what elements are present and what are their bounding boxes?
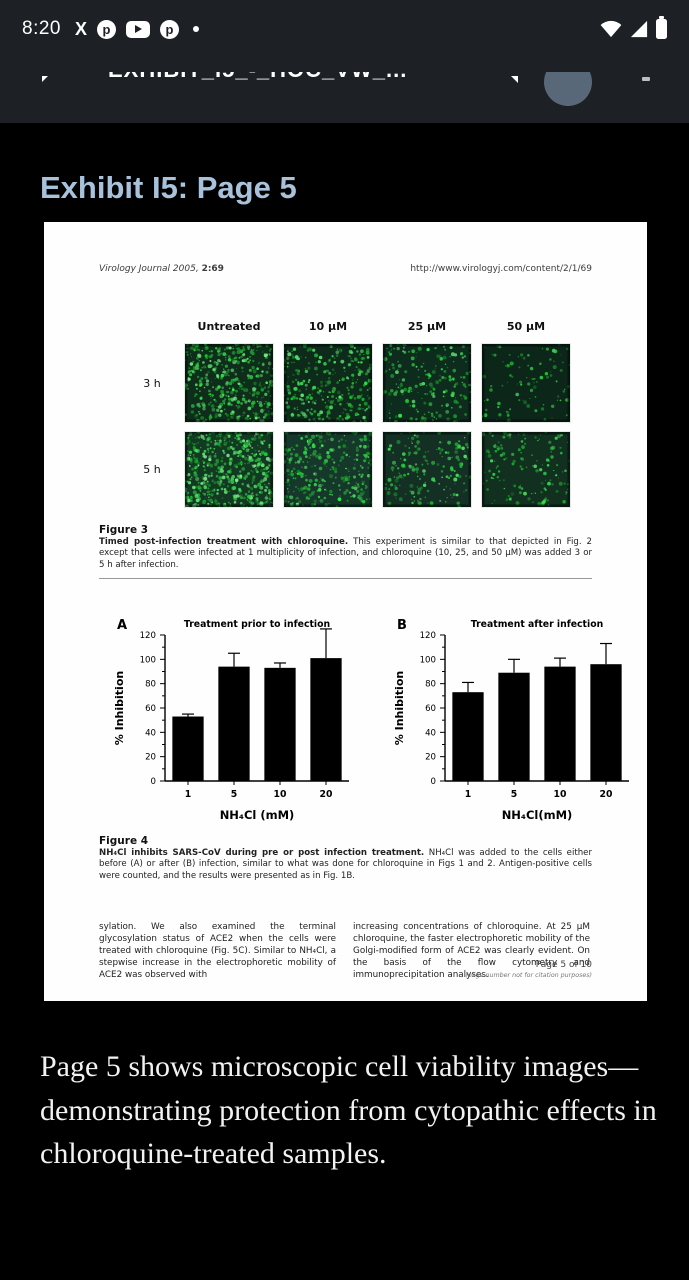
svg-text:60: 60 [145,704,156,714]
svg-text:120: 120 [420,631,436,641]
figure4-caption: Figure 4 NH₄Cl inhibits SARS-CoV during … [99,835,592,881]
svg-text:80: 80 [425,680,436,690]
svg-text:40: 40 [425,728,436,738]
svg-text:1: 1 [465,789,471,800]
svg-text:0: 0 [431,777,436,787]
chart-panel-b: B Treatment after infection 0 20 40 60 80 100 12… [389,613,639,829]
figure3-column-header: 50 µM [506,320,546,333]
pinterest-icon: p [97,19,116,39]
svg-text:% Inhibition: % Inhibition [113,671,126,745]
x-twitter-icon: X [74,18,87,39]
svg-text:20: 20 [145,753,156,763]
svg-text:20: 20 [425,753,436,763]
pinterest-icon: p [160,19,179,39]
journal-header: Virology Journal 2005, 2:69 http://www.v… [99,264,592,274]
micrograph-image [283,431,373,508]
page-number: Page 5 of 10 [535,960,592,970]
svg-text:NH₄Cl (mM): NH₄Cl (mM) [220,808,295,822]
status-bar: 8:20 X p p [0,0,689,58]
notification-icons: X p p [75,19,199,40]
body-column-right: increasing concentrations of chloroquine… [353,922,590,980]
figure3-image-grid: Untreated 10 µM 25 µM 50 µM 3 h 5 h [129,320,571,508]
svg-text:5: 5 [231,789,237,800]
svg-text:Treatment prior to infection: Treatment prior to infection [184,619,330,630]
svg-text:5: 5 [511,789,517,800]
back-icon[interactable] [42,76,51,83]
wifi-icon [600,20,622,38]
document-page: Virology Journal 2005, 2:69 http://www.v… [44,222,647,1001]
chart-panel-a: A Treatment prior to infection 0 20 40 60 80 10… [109,613,359,829]
document-filename: EXHIBIT_I5_-_HOC_VW_... [108,72,438,89]
body-text: sylation. We also examined the terminal … [99,922,592,982]
micrograph-image [184,343,274,423]
svg-text:120: 120 [140,631,156,641]
divider [99,578,592,580]
journal-citation: Virology Journal 2005, 2:69 [99,264,224,274]
micrograph-image [481,343,571,423]
journal-url: http://www.virologyj.com/content/2/1/69 [410,264,592,274]
micrograph-image [481,431,571,508]
figure3-column-header: 10 µM [308,320,348,333]
summary-caption: Page 5 shows microscopic cell viability … [40,1050,657,1170]
svg-text:NH₄Cl(mM): NH₄Cl(mM) [502,808,573,822]
micrograph-image [184,431,274,508]
svg-text:1: 1 [185,789,191,800]
svg-text:10: 10 [274,789,287,800]
page-title: Exhibit I5: Page 5 [40,170,297,205]
body-column-left: sylation. We also examined the terminal … [99,922,336,980]
svg-text:B: B [397,618,407,633]
figure3-row-label: 3 h [143,376,161,390]
figure3-column-header: Untreated [197,320,261,333]
clock: 8:20 [22,18,61,39]
svg-text:100: 100 [140,655,156,665]
svg-text:% Inhibition: % Inhibition [393,671,406,745]
youtube-icon [126,20,150,38]
figure3-caption: Figure 3 Timed post-infection treatment … [99,524,592,580]
app-title-bar: EXHIBIT_I5_-_HOC_VW_... [0,58,689,126]
notification-dot-icon [193,26,199,32]
avatar[interactable] [544,72,592,108]
micrograph-image [382,343,472,423]
figure4-charts: A Treatment prior to infection 0 20 40 60 80 10… [99,613,629,829]
citation-note: (page number not for citation purposes) [465,972,592,979]
svg-text:Treatment after infection: Treatment after infection [471,619,603,630]
cell-signal-icon [630,20,648,38]
figure3-column-header: 25 µM [407,320,447,333]
figure3-row-label: 5 h [143,463,161,476]
micrograph-image [283,343,373,423]
svg-text:100: 100 [420,655,436,665]
page-footer: Page 5 of 10 (page number not for citati… [465,960,592,979]
svg-text:0: 0 [151,777,156,787]
svg-text:60: 60 [425,704,436,714]
system-status-icons [600,16,667,39]
svg-text:20: 20 [320,789,333,800]
battery-icon [656,16,667,39]
svg-text:40: 40 [145,728,156,738]
micrograph-image [382,431,472,508]
overflow-menu-icon[interactable] [642,77,650,81]
svg-text:20: 20 [600,789,613,800]
svg-text:10: 10 [554,789,567,800]
share-icon[interactable] [508,76,518,84]
svg-text:80: 80 [145,680,156,690]
svg-text:A: A [117,618,127,633]
